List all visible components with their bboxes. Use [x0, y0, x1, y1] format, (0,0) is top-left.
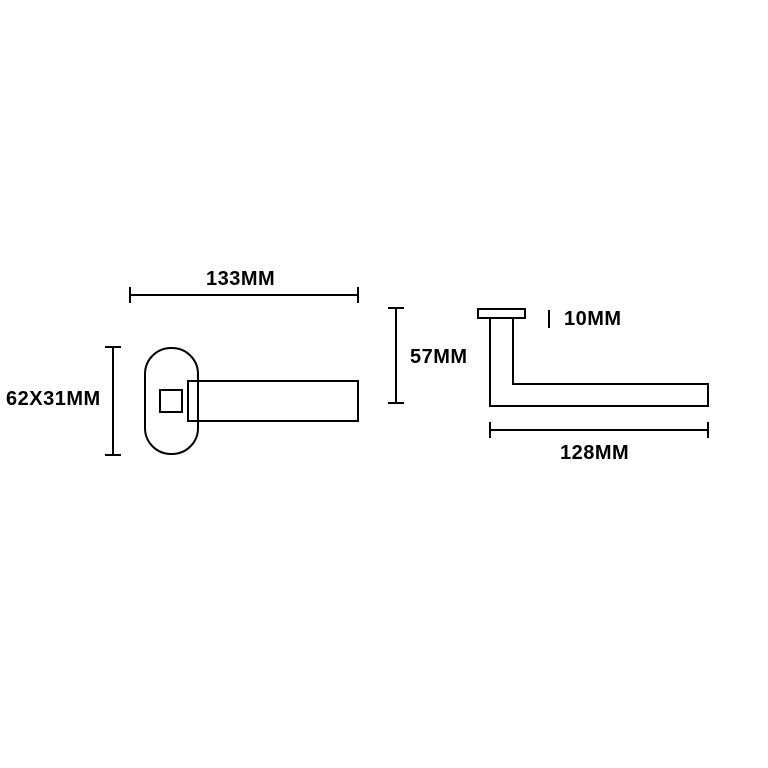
side-view-drawing	[0, 0, 768, 768]
diagram-stage: 62X31MM 133MM 57MM 10MM 128MM	[0, 0, 768, 768]
label-height-side: 57MM	[410, 346, 468, 369]
label-thickness: 10MM	[564, 308, 622, 331]
label-rose-size: 62X31MM	[6, 388, 101, 411]
label-width-top: 133MM	[206, 268, 275, 291]
label-length-bottom: 128MM	[560, 442, 629, 465]
